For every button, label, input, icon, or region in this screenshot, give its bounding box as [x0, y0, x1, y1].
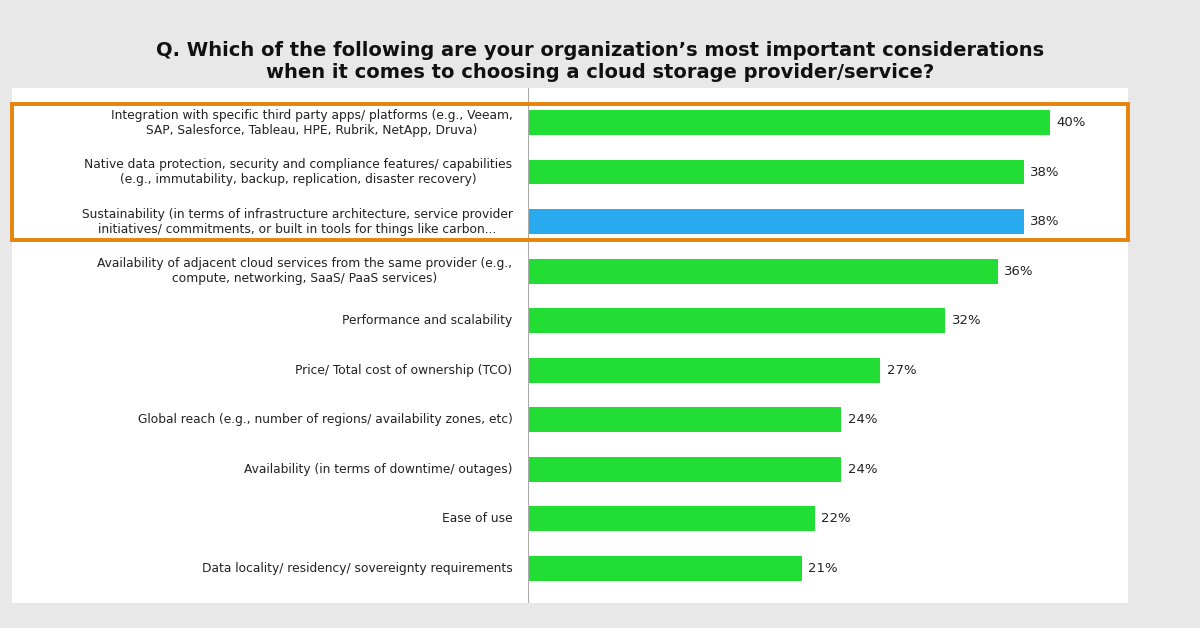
Text: Sustainability (in terms of infrastructure architecture, service provider
initia: Sustainability (in terms of infrastructu…	[82, 208, 512, 236]
Bar	[528, 506, 815, 531]
Bar	[528, 308, 946, 333]
Text: 22%: 22%	[822, 512, 851, 525]
Text: Performance and scalability: Performance and scalability	[342, 314, 512, 327]
Bar	[528, 457, 841, 482]
Text: 24%: 24%	[847, 463, 877, 475]
Text: Integration with specific third party apps/ platforms (e.g., Veeam,
SAP, Salesfo: Integration with specific third party ap…	[110, 109, 512, 136]
Text: 40%: 40%	[1056, 116, 1086, 129]
Bar	[528, 160, 1024, 185]
Text: Availability (in terms of downtime/ outages): Availability (in terms of downtime/ outa…	[244, 463, 512, 475]
Bar	[528, 358, 880, 382]
Text: Ease of use: Ease of use	[442, 512, 512, 525]
Text: 27%: 27%	[887, 364, 917, 377]
Bar	[528, 259, 997, 283]
Text: 24%: 24%	[847, 413, 877, 426]
Bar	[528, 110, 1050, 135]
Text: 36%: 36%	[1004, 264, 1033, 278]
Text: 38%: 38%	[1030, 166, 1060, 178]
Text: 38%: 38%	[1030, 215, 1060, 228]
Text: Native data protection, security and compliance features/ capabilities
(e.g., im: Native data protection, security and com…	[84, 158, 512, 186]
Text: Q. Which of the following are your organization’s most important considerations
: Q. Which of the following are your organ…	[156, 41, 1044, 82]
Text: Availability of adjacent cloud services from the same provider (e.g.,
compute, n: Availability of adjacent cloud services …	[97, 257, 512, 285]
Text: 21%: 21%	[809, 561, 838, 575]
Text: Data locality/ residency/ sovereignty requirements: Data locality/ residency/ sovereignty re…	[202, 561, 512, 575]
Bar	[528, 556, 802, 581]
Text: Price/ Total cost of ownership (TCO): Price/ Total cost of ownership (TCO)	[295, 364, 512, 377]
Text: 32%: 32%	[952, 314, 982, 327]
Bar	[528, 209, 1024, 234]
Bar	[528, 408, 841, 432]
Text: Global reach (e.g., number of regions/ availability zones, etc): Global reach (e.g., number of regions/ a…	[138, 413, 512, 426]
